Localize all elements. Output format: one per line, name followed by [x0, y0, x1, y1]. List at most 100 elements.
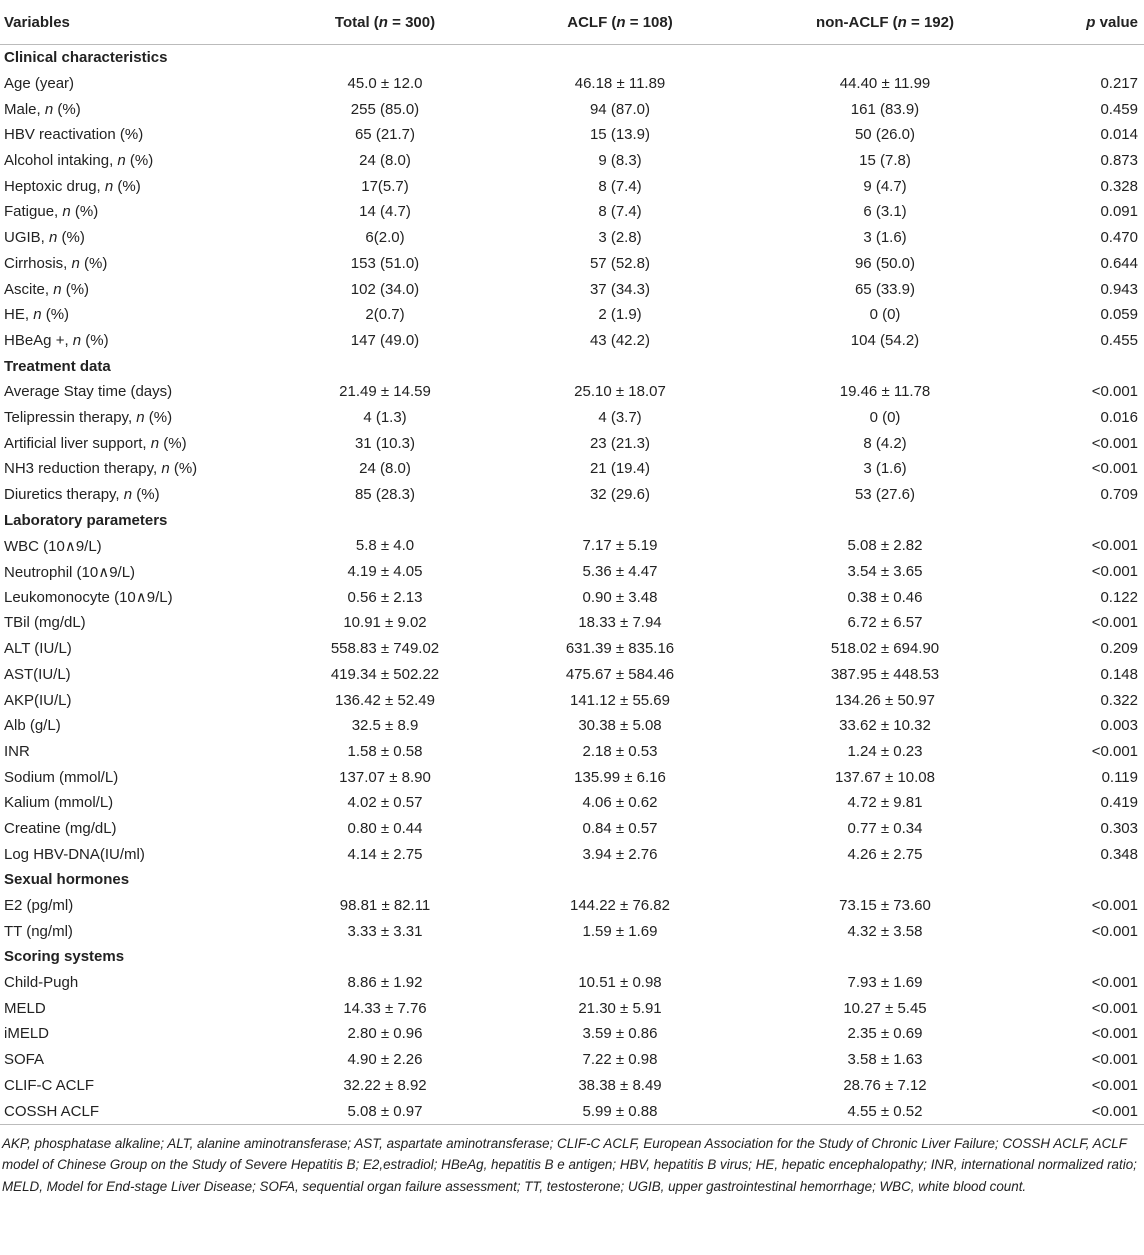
header-cell: Variables [0, 0, 255, 45]
data-row: TBil (mg/dL) 10.91 ± 9.02 18.33 ± 7.94 6.72… [0, 610, 1144, 636]
data-row: Male, n (%) 255 (85.0) 94 (87.0) 161 (83.9)… [0, 96, 1144, 122]
value-cell: 21 (19.4) [589, 460, 651, 478]
variable-name: HBeAg +, n (%) [4, 331, 109, 349]
value-cell: 518.02 ± 694.90 [830, 640, 940, 658]
value-cell: 4.72 ± 9.81 [847, 794, 923, 812]
value-cell: 1.58 ± 0.58 [347, 742, 423, 760]
value-cell: 1.59 ± 1.69 [582, 922, 658, 940]
variable-name: Neutrophil (10∧9/L) [4, 563, 136, 581]
value-cell: 0.455 [1100, 331, 1138, 349]
data-row: COSSH ACLF 5.08 ± 0.97 5.99 ± 0.88 4.55 ± 0… [0, 1098, 1144, 1125]
variable-name: Kalium (mmol/L) [4, 794, 114, 812]
variable-name: AST(IU/L) [4, 665, 71, 683]
value-cell: 5.99 ± 0.88 [515, 1098, 725, 1125]
value-cell: 141.12 ± 55.69 [570, 691, 670, 709]
data-row: HBeAg +, n (%) 147 (49.0) 43 (42.2) 104 (54… [0, 328, 1144, 354]
value-cell: 15 (13.9) [589, 126, 651, 144]
value-cell: 0.091 [1100, 203, 1138, 221]
value-cell: 8 (7.4) [598, 203, 642, 221]
value-cell: 0.943 [1100, 280, 1138, 298]
value-cell: 3 (2.8) [598, 229, 642, 247]
value-cell: 5.08 ± 0.97 [255, 1098, 515, 1125]
data-row: INR 1.58 ± 0.58 2.18 ± 0.53 1.24 ± 0.23 <0.0… [0, 739, 1144, 765]
data-row: Ascite, n (%) 102 (34.0) 37 (34.3) 65 (33.9… [0, 276, 1144, 302]
value-cell: 24 (8.0) [359, 152, 411, 170]
data-row: TT (ng/ml) 3.33 ± 3.31 1.59 ± 1.69 4.32 ± 3… [0, 918, 1144, 944]
value-cell: 3.59 ± 0.86 [582, 1025, 658, 1043]
value-cell: 0.328 [1100, 177, 1138, 195]
value-cell: 19.46 ± 11.78 [839, 383, 931, 401]
value-cell: 137.07 ± 8.90 [339, 768, 431, 786]
variable-name: Average Stay time (days) [4, 383, 173, 401]
section-row: Sexual hormones [0, 867, 1144, 893]
value-cell: <0.001 [1091, 434, 1138, 452]
value-cell: 21.30 ± 5.91 [578, 999, 662, 1017]
value-cell: 0.38 ± 0.46 [847, 588, 923, 606]
value-cell: 102 (34.0) [350, 280, 420, 298]
value-cell: 2.80 ± 0.96 [347, 1025, 423, 1043]
value-cell: 65 (33.9) [854, 280, 916, 298]
value-cell: 10.27 ± 5.45 [843, 999, 927, 1017]
value-cell: <0.001 [1091, 537, 1138, 555]
value-cell: 0 (0) [869, 408, 901, 426]
data-row: Diuretics therapy, n (%) 85 (28.3) 32 (29.… [0, 482, 1144, 508]
variable-name: Child-Pugh [4, 974, 79, 992]
value-cell: <0.001 [1091, 614, 1138, 632]
variable-name: Telipressin therapy, n (%) [4, 408, 173, 426]
data-row: Alcohol intaking, n (%) 24 (8.0) 9 (8.3) 15… [0, 148, 1144, 174]
variable-name: iMELD [4, 1025, 50, 1043]
value-cell: 43 (42.2) [589, 331, 651, 349]
value-cell: 44.40 ± 11.99 [839, 75, 931, 93]
value-cell: 32.22 ± 8.92 [343, 1076, 427, 1094]
variable-name: HE, n (%) [4, 306, 70, 324]
value-cell: 3 (1.6) [863, 229, 907, 247]
variable-name: Ascite, n (%) [4, 280, 90, 298]
data-row: E2 (pg/ml) 98.81 ± 82.11 144.22 ± 76.82 73.… [0, 893, 1144, 919]
value-cell: 14 (4.7) [359, 203, 411, 221]
value-cell: 3.54 ± 3.65 [847, 563, 923, 581]
value-cell: 4.90 ± 2.26 [347, 1051, 423, 1069]
section-row: Clinical characteristics [0, 45, 1144, 71]
data-row: WBC (10∧9/L) 5.8 ± 4.0 7.17 ± 5.19 5.08 ± 2… [0, 533, 1144, 559]
variable-name: E2 (pg/ml) [4, 897, 74, 915]
value-cell: 0.122 [1100, 588, 1138, 606]
value-cell: 0.873 [1100, 152, 1138, 170]
value-cell: <0.001 [1091, 563, 1138, 581]
value-cell: 1.24 ± 0.23 [847, 742, 923, 760]
value-cell: 4 (1.3) [363, 408, 407, 426]
data-row: Child-Pugh 8.86 ± 1.92 10.51 ± 0.98 7.93 ± … [0, 970, 1144, 996]
value-cell: 6.72 ± 6.57 [847, 614, 923, 632]
value-cell: 4.19 ± 4.05 [347, 563, 423, 581]
value-cell: <0.001 [1091, 974, 1138, 992]
section-title: Treatment data [4, 357, 111, 375]
variable-name: Leukomonocyte (10∧9/L) [4, 589, 173, 607]
value-cell: 3.33 ± 3.31 [347, 922, 423, 940]
value-cell: 30.38 ± 5.08 [578, 717, 662, 735]
value-cell: 2 (1.9) [598, 306, 642, 324]
variable-name: TT (ng/ml) [4, 922, 73, 940]
value-cell: 33.62 ± 10.32 [839, 717, 931, 735]
variable-name: INR [4, 742, 30, 760]
value-cell: 135.99 ± 6.16 [574, 768, 666, 786]
variable-name: Alcohol intaking, n (%) [4, 152, 154, 170]
value-cell: 23 (21.3) [589, 434, 651, 452]
header-cell: non-ACLF (n = 192) [725, 0, 1045, 45]
variable-name: SOFA [4, 1051, 45, 1069]
value-cell: 32.5 ± 8.9 [351, 717, 419, 735]
value-cell: 4.32 ± 3.58 [847, 922, 923, 940]
value-cell: 31 (10.3) [354, 434, 416, 452]
data-row: Kalium (mmol/L) 4.02 ± 0.57 4.06 ± 0.62 4.7… [0, 790, 1144, 816]
data-row: Average Stay time (days) 21.49 ± 14.59 25.… [0, 379, 1144, 405]
value-cell: 0.348 [1100, 845, 1138, 863]
header-cell: Total (n = 300) [255, 0, 515, 45]
variable-name: Age (year) [4, 75, 75, 93]
variable-name: CLIF-C ACLF [4, 1076, 95, 1094]
variable-name: Sodium (mmol/L) [4, 768, 119, 786]
value-cell: <0.001 [1091, 999, 1138, 1017]
value-cell: 4.02 ± 0.57 [347, 794, 423, 812]
value-cell: 85 (28.3) [354, 486, 416, 504]
value-cell: 0.77 ± 0.34 [847, 819, 923, 837]
value-cell: 18.33 ± 7.94 [578, 614, 662, 632]
value-cell: 73.15 ± 73.60 [839, 897, 931, 915]
